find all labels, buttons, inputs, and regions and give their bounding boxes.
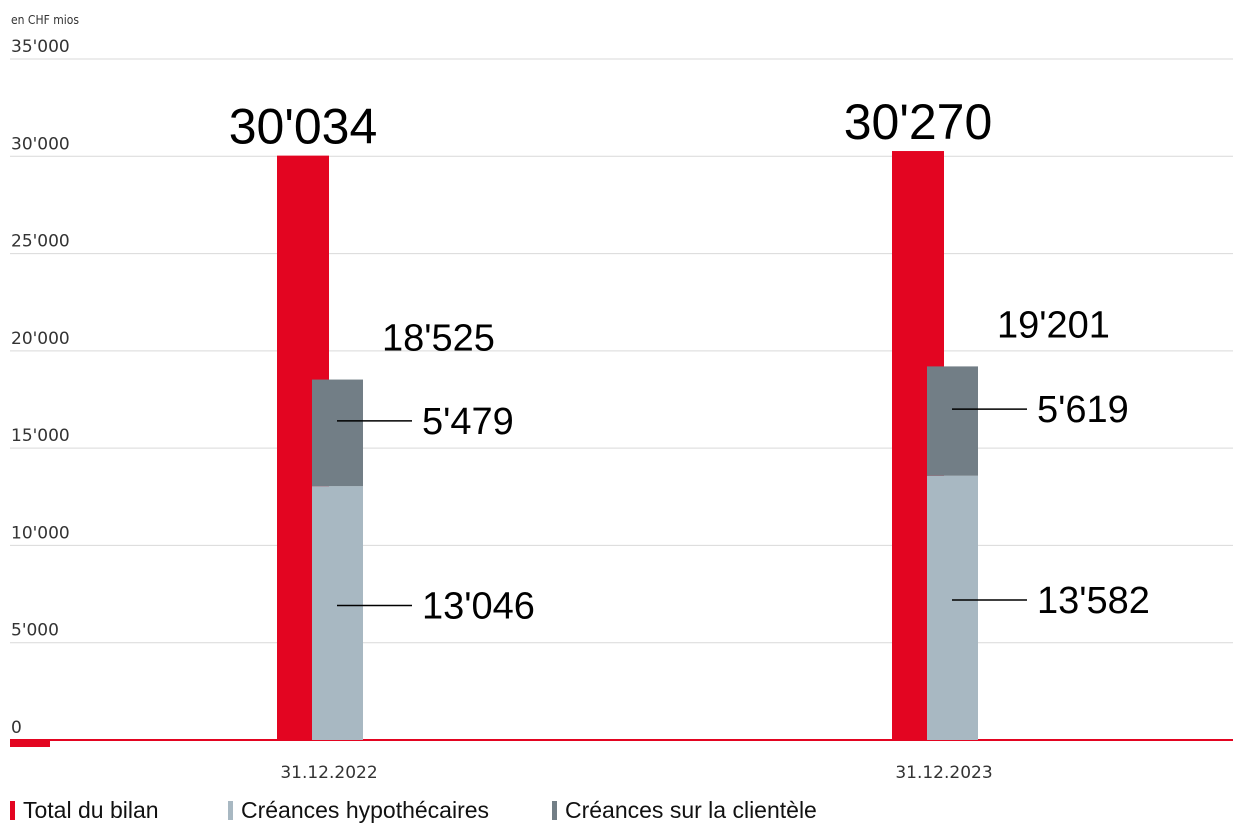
legend-item-clients: Créances sur la clientèle (552, 797, 817, 824)
label-stack-total: 19'201 (997, 304, 1110, 346)
legend-label-clients: Créances sur la clientèle (565, 797, 817, 823)
bar-mortgage (927, 475, 978, 740)
y-tick-label: 5'000 (11, 621, 59, 641)
y-tick-label: 20'000 (11, 329, 70, 349)
label-mortgage: 13'046 (422, 585, 535, 627)
unit-label: en CHF mios (11, 13, 79, 27)
grid: 0 5'000 10'000 15'000 20'000 25'000 30'000 35'0… (10, 37, 1233, 747)
y-tick-label: 10'000 (11, 523, 70, 543)
bar-clients (312, 379, 363, 487)
label-clients: 5'619 (1037, 389, 1129, 431)
y-tick-label: 35'000 (11, 37, 70, 57)
bars (277, 151, 978, 741)
axis-marker (10, 740, 50, 747)
label-clients: 5'479 (422, 401, 514, 443)
y-tick-label: 15'000 (11, 426, 70, 446)
bar-mortgage (312, 486, 363, 740)
y-tick-label: 30'000 (11, 134, 70, 154)
legend-label-total: Total du bilan (23, 797, 159, 823)
y-tick-label: 25'000 (11, 232, 70, 252)
legend-swatch-total (10, 801, 15, 820)
x-tick-label: 31.12.2023 (895, 763, 992, 783)
data-labels: 31.12.2022 30'034 18'525 5'479 13'046 31.12.2… (229, 94, 1150, 783)
label-mortgage: 13'582 (1037, 580, 1150, 622)
legend-item-mortgage: Créances hypothécaires (228, 797, 489, 824)
legend-label-mortgage: Créances hypothécaires (241, 797, 490, 823)
legend-swatch-clients (552, 801, 557, 820)
legend-item-total: Total du bilan (10, 797, 159, 824)
label-total: 30'270 (844, 94, 993, 150)
label-stack-total: 18'525 (382, 318, 495, 360)
bar-clients (927, 366, 978, 476)
y-tick-label: 0 (11, 718, 22, 738)
label-total: 30'034 (229, 99, 378, 155)
legend-swatch-mortgage (228, 801, 233, 820)
x-tick-label: 31.12.2022 (280, 763, 377, 783)
